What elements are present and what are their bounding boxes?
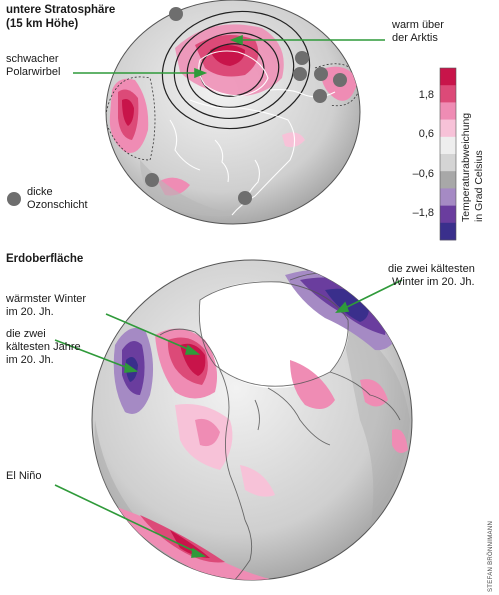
- legend-swatch: [440, 171, 456, 189]
- ozone-legend-dot: [7, 192, 21, 206]
- stratosphere-globe: [7, 0, 361, 225]
- legend-title-2: in Grad Celsius: [473, 150, 485, 222]
- label-warm-arctic-2: der Arktis: [392, 32, 438, 44]
- surface-heading: Erdoberfläche: [6, 253, 84, 265]
- surface-globe: [91, 259, 413, 581]
- label-ozone-2: Ozonschicht: [27, 199, 88, 211]
- ozone-markers: [7, 7, 347, 206]
- label-warmest-winter-1: wärmster Winter: [6, 293, 87, 305]
- legend-tick-4: –1,8: [412, 207, 434, 219]
- image-credit: STEFAN BRÖNNIMANN: [488, 520, 494, 592]
- label-coldest-years-2: kältesten Jahre: [6, 341, 81, 353]
- label-polar-vortex-2: Polarwirbel: [6, 66, 61, 78]
- stratosphere-heading-1: untere Stratosphäre: [6, 4, 116, 16]
- legend-tick-1: 1,8: [418, 89, 434, 101]
- legend-swatch: [440, 188, 456, 206]
- legend-swatch: [440, 136, 456, 155]
- label-coldest-years-1: die zwei: [6, 328, 46, 340]
- legend-swatch: [440, 102, 456, 120]
- label-warm-arctic-1: warm über: [392, 19, 444, 31]
- label-polar-vortex-1: schwacher: [6, 53, 59, 65]
- legend-tick-3: –0,6: [412, 168, 434, 180]
- label-coldest-winter-1: die zwei kältesten: [388, 263, 475, 275]
- legend-border: [439, 67, 457, 241]
- legend-swatch: [440, 222, 456, 241]
- legend-tick-2: 0,6: [418, 128, 434, 140]
- pointer-lines-top: [73, 34, 385, 79]
- label-el-nino: El Niño: [6, 470, 42, 482]
- arctic-white: [199, 281, 349, 389]
- legend-swatch: [440, 205, 456, 224]
- temperature-legend: [439, 67, 457, 241]
- label-coldest-years-3: im 20. Jh.: [6, 354, 54, 366]
- legend-swatch: [440, 68, 456, 86]
- legend-swatch: [440, 154, 456, 172]
- legend-title-1: Temperaturabweichung: [460, 112, 472, 222]
- stratosphere-heading-2: (15 km Höhe): [6, 18, 79, 30]
- legend-swatch: [440, 85, 456, 103]
- label-warmest-winter-2: im 20. Jh.: [6, 306, 54, 318]
- coastlines-top: [169, 50, 336, 216]
- label-coldest-winter-2: Winter im 20. Jh.: [392, 276, 475, 288]
- label-ozone-1: dicke: [27, 186, 53, 198]
- legend-swatch: [440, 119, 456, 138]
- pointer-lines-bottom: [54, 279, 403, 558]
